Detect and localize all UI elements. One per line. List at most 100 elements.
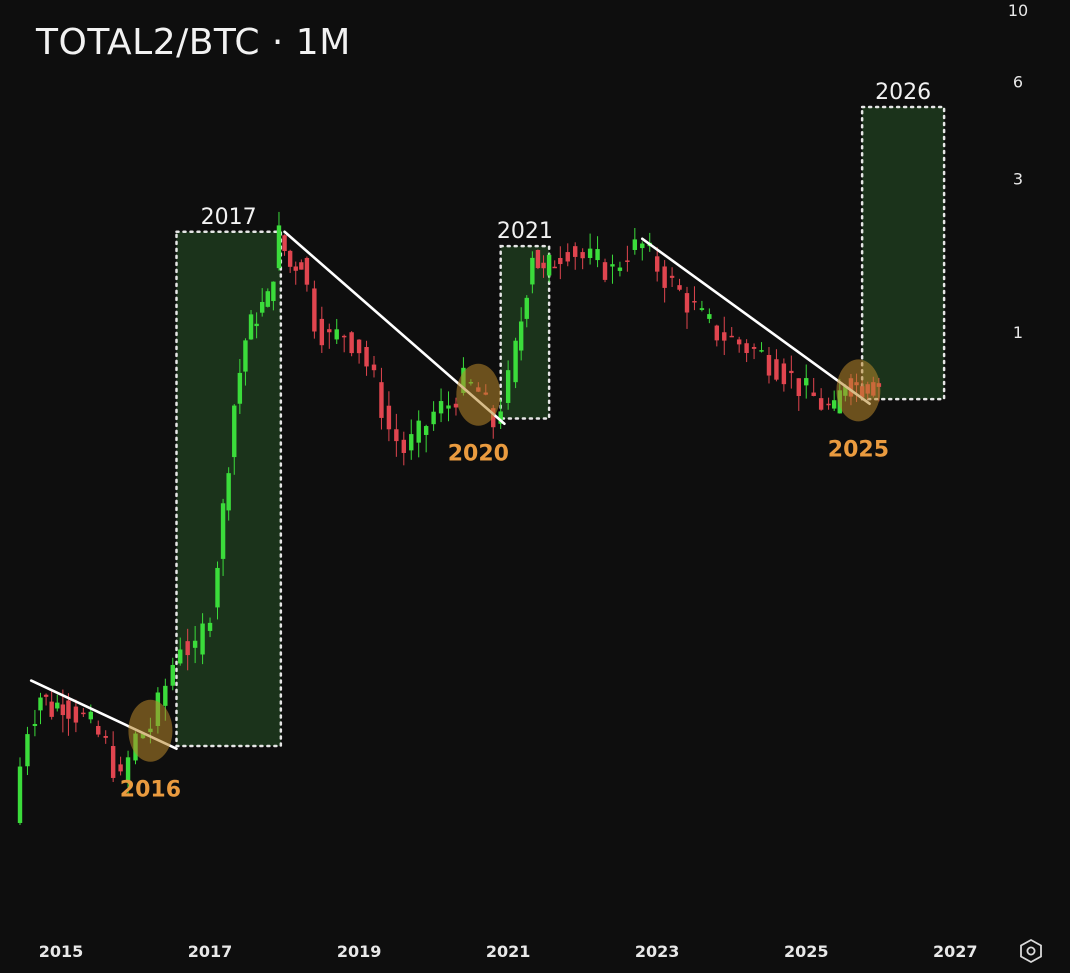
candle-body xyxy=(431,411,436,425)
candle-body xyxy=(349,332,354,354)
candle-body xyxy=(319,318,325,346)
candle-body xyxy=(125,757,131,783)
candle-body xyxy=(60,704,66,716)
candle-body xyxy=(371,364,377,371)
y-tick-label: 3 xyxy=(1013,169,1023,188)
candle-body xyxy=(254,323,259,327)
candle-body xyxy=(744,343,749,354)
candle-body xyxy=(185,641,190,656)
candle-body xyxy=(32,723,38,726)
candle-body xyxy=(565,252,570,262)
candle-body xyxy=(25,734,30,767)
x-tick-label: 2025 xyxy=(784,942,829,961)
candle-body xyxy=(394,429,399,442)
candle-body xyxy=(573,246,578,257)
candle-body xyxy=(423,426,429,435)
candle-body xyxy=(530,257,535,285)
candle-body xyxy=(558,257,563,265)
zone-box-2026 xyxy=(860,105,946,401)
candle-body xyxy=(38,697,43,711)
candle-body xyxy=(498,411,503,424)
candle-body xyxy=(654,256,660,272)
candle-body xyxy=(781,363,787,385)
candle-body xyxy=(524,297,529,319)
candle-body xyxy=(163,685,168,706)
candle-body xyxy=(677,285,682,290)
candle-body xyxy=(610,264,615,267)
candle-body xyxy=(312,288,317,332)
candle-body xyxy=(552,266,557,269)
candle-body xyxy=(699,308,705,310)
candle-body xyxy=(118,764,123,772)
candle-body xyxy=(662,266,667,288)
candle-body xyxy=(826,403,831,406)
candle-body xyxy=(774,359,779,380)
candle-body xyxy=(356,339,362,354)
candle-body xyxy=(617,267,623,271)
candle-body xyxy=(304,257,310,285)
candle-body xyxy=(818,398,824,410)
candle-body xyxy=(640,243,645,249)
trendline-3 xyxy=(640,237,871,406)
candle-body xyxy=(226,473,231,511)
candle-body xyxy=(55,702,60,709)
candle-body xyxy=(73,706,79,723)
candle-body xyxy=(276,225,282,269)
candle-body xyxy=(178,649,183,664)
candle-body xyxy=(103,736,108,738)
candle-body xyxy=(170,664,175,686)
candle-body xyxy=(334,329,339,340)
candle-body xyxy=(804,378,809,386)
breakout-label-2025: 2025 xyxy=(828,437,889,462)
candle-body xyxy=(736,339,742,345)
candle-body xyxy=(96,725,101,735)
candle-body xyxy=(409,434,414,451)
candle-body xyxy=(81,712,86,715)
candle-body xyxy=(265,291,270,307)
candle-body xyxy=(287,250,293,267)
candle-body xyxy=(541,262,546,269)
breakout-circle-2025 xyxy=(836,359,881,422)
x-tick-label: 2019 xyxy=(337,942,382,961)
zone-label-2017: 2017 xyxy=(201,205,257,230)
candle-body xyxy=(401,439,407,453)
candle-body xyxy=(43,694,49,697)
candle-body xyxy=(386,405,392,430)
candle-body xyxy=(625,260,630,262)
candle-body xyxy=(248,314,254,340)
candle-body xyxy=(602,262,608,280)
candle-body xyxy=(379,382,384,418)
candle-body xyxy=(722,332,727,341)
candle-body xyxy=(243,340,248,372)
settings-hexagon-icon[interactable] xyxy=(1018,938,1044,964)
candle-body xyxy=(766,354,772,376)
candle-body xyxy=(299,262,304,270)
candle-body xyxy=(66,700,71,719)
candle-body xyxy=(271,281,276,302)
breakout-circle-2016 xyxy=(128,699,173,762)
x-tick-label: 2015 xyxy=(39,942,84,961)
candle-body xyxy=(811,392,816,396)
candle-body xyxy=(364,346,369,367)
candle-body xyxy=(88,711,93,720)
breakout-label-2020: 2020 xyxy=(448,442,509,467)
candle-body xyxy=(438,401,444,414)
candle-body xyxy=(416,420,421,443)
breakout-label-2016: 2016 xyxy=(120,778,181,803)
zone-box-2021 xyxy=(499,244,551,420)
candle-body xyxy=(692,301,697,303)
candle-body xyxy=(17,766,23,823)
candle-body xyxy=(282,235,287,252)
candle-body xyxy=(595,249,600,261)
candle-body xyxy=(110,746,116,778)
candle-body xyxy=(518,321,524,351)
candle-body xyxy=(789,370,794,374)
candle-body xyxy=(293,266,298,271)
candle-body xyxy=(669,275,675,278)
x-tick-label: 2017 xyxy=(188,942,233,961)
chart-title: TOTAL2/BTC · 1M xyxy=(36,22,351,63)
candle-body xyxy=(684,293,690,313)
candle-body xyxy=(751,346,757,349)
candle-body xyxy=(831,400,837,409)
